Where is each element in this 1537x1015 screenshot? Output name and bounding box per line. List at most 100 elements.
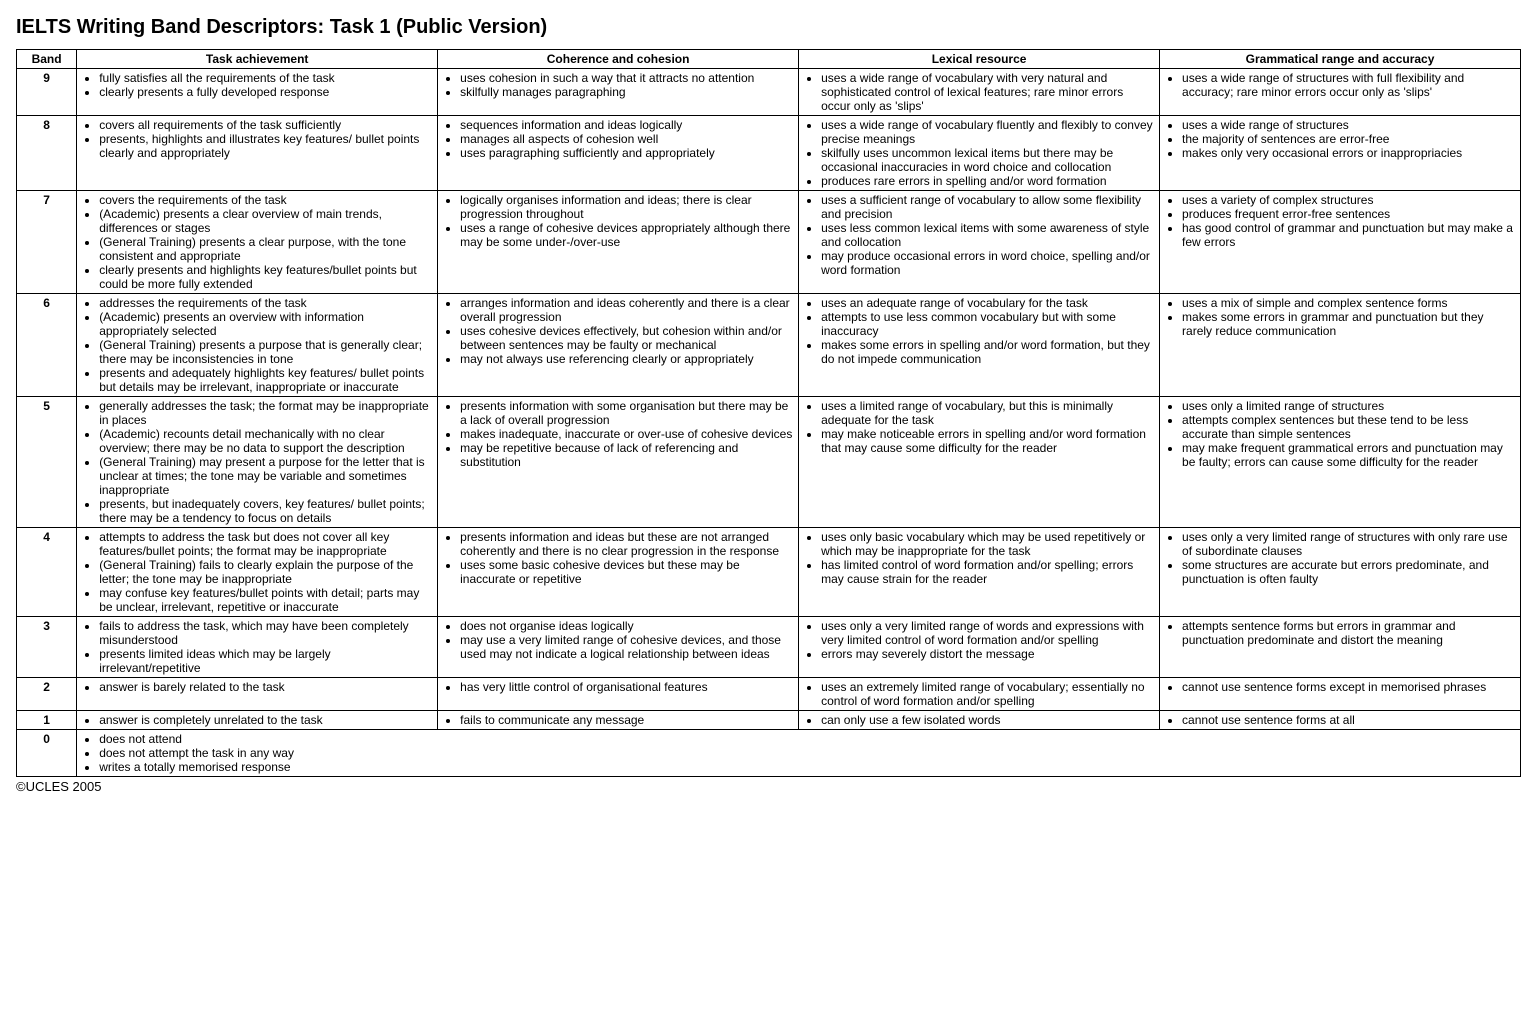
gr-cell: uses a wide range of structuresthe major… bbox=[1160, 116, 1521, 191]
list-item: may not always use referencing clearly o… bbox=[460, 352, 794, 366]
ta-cell: fails to address the task, which may hav… bbox=[77, 617, 438, 678]
cc-cell: has very little control of organisationa… bbox=[438, 678, 799, 711]
list-item: may make frequent grammatical errors and… bbox=[1182, 441, 1516, 469]
list-item: arranges information and ideas coherentl… bbox=[460, 296, 794, 324]
list-item: attempts complex sentences but these ten… bbox=[1182, 413, 1516, 441]
list-item: produces rare errors in spelling and/or … bbox=[821, 174, 1155, 188]
cc-list: sequences information and ideas logicall… bbox=[442, 118, 794, 160]
gr-list: uses only a limited range of structuresa… bbox=[1164, 399, 1516, 469]
list-item: (General Training) may present a purpose… bbox=[99, 455, 433, 497]
list-item: may produce occasional errors in word ch… bbox=[821, 249, 1155, 277]
ta-cell: fully satisfies all the requirements of … bbox=[77, 69, 438, 116]
list-item: attempts to use less common vocabulary b… bbox=[821, 310, 1155, 338]
list-item: generally addresses the task; the format… bbox=[99, 399, 433, 427]
cc-list: fails to communicate any message bbox=[442, 713, 794, 727]
col-band: Band bbox=[17, 50, 77, 69]
list-item: cannot use sentence forms except in memo… bbox=[1182, 680, 1516, 694]
list-item: uses a mix of simple and complex sentenc… bbox=[1182, 296, 1516, 310]
list-item: skilfully manages paragraphing bbox=[460, 85, 794, 99]
list-item: may use a very limited range of cohesive… bbox=[460, 633, 794, 661]
list-item: attempts sentence forms but errors in gr… bbox=[1182, 619, 1516, 647]
list-item: manages all aspects of cohesion well bbox=[460, 132, 794, 146]
ta-cell: does not attenddoes not attempt the task… bbox=[77, 730, 1521, 777]
cc-cell: fails to communicate any message bbox=[438, 711, 799, 730]
lr-cell: uses a wide range of vocabulary with ver… bbox=[799, 69, 1160, 116]
list-item: fails to address the task, which may hav… bbox=[99, 619, 433, 647]
lr-list: uses an extremely limited range of vocab… bbox=[803, 680, 1155, 708]
list-item: may confuse key features/bullet points w… bbox=[99, 586, 433, 614]
lr-list: uses a wide range of vocabulary with ver… bbox=[803, 71, 1155, 113]
list-item: uses some basic cohesive devices but the… bbox=[460, 558, 794, 586]
gr-cell: uses only a limited range of structuresa… bbox=[1160, 397, 1521, 528]
list-item: sequences information and ideas logicall… bbox=[460, 118, 794, 132]
page-title: IELTS Writing Band Descriptors: Task 1 (… bbox=[16, 16, 1521, 39]
table-row: 4attempts to address the task but does n… bbox=[17, 528, 1521, 617]
list-item: does not organise ideas logically bbox=[460, 619, 794, 633]
list-item: uses only a limited range of structures bbox=[1182, 399, 1516, 413]
list-item: makes some errors in grammar and punctua… bbox=[1182, 310, 1516, 338]
cc-cell: does not organise ideas logicallymay use… bbox=[438, 617, 799, 678]
list-item: clearly presents a fully developed respo… bbox=[99, 85, 433, 99]
lr-cell: can only use a few isolated words bbox=[799, 711, 1160, 730]
list-item: has good control of grammar and punctuat… bbox=[1182, 221, 1516, 249]
list-item: logically organises information and idea… bbox=[460, 193, 794, 221]
list-item: uses only a very limited range of words … bbox=[821, 619, 1155, 647]
list-item: does not attend bbox=[99, 732, 1516, 746]
list-item: presents, highlights and illustrates key… bbox=[99, 132, 433, 160]
list-item: uses a wide range of vocabulary with ver… bbox=[821, 71, 1155, 113]
gr-list: uses a variety of complex structuresprod… bbox=[1164, 193, 1516, 249]
band-cell: 4 bbox=[17, 528, 77, 617]
list-item: writes a totally memorised response bbox=[99, 760, 1516, 774]
list-item: uses a range of cohesive devices appropr… bbox=[460, 221, 794, 249]
list-item: does not attempt the task in any way bbox=[99, 746, 1516, 760]
gr-cell: attempts sentence forms but errors in gr… bbox=[1160, 617, 1521, 678]
list-item: (Academic) presents a clear overview of … bbox=[99, 207, 433, 235]
lr-cell: uses a limited range of vocabulary, but … bbox=[799, 397, 1160, 528]
cc-list: arranges information and ideas coherentl… bbox=[442, 296, 794, 366]
gr-list: cannot use sentence forms except in memo… bbox=[1164, 680, 1516, 694]
ta-cell: answer is barely related to the task bbox=[77, 678, 438, 711]
table-row: 7covers the requirements of the task(Aca… bbox=[17, 191, 1521, 294]
list-item: cannot use sentence forms at all bbox=[1182, 713, 1516, 727]
ta-list: answer is completely unrelated to the ta… bbox=[81, 713, 433, 727]
cc-list: logically organises information and idea… bbox=[442, 193, 794, 249]
gr-list: uses a wide range of structures with ful… bbox=[1164, 71, 1516, 99]
cc-cell: logically organises information and idea… bbox=[438, 191, 799, 294]
cc-cell: uses cohesion in such a way that it attr… bbox=[438, 69, 799, 116]
ta-list: addresses the requirements of the task(A… bbox=[81, 296, 433, 394]
list-item: presents information and ideas but these… bbox=[460, 530, 794, 558]
ta-cell: attempts to address the task but does no… bbox=[77, 528, 438, 617]
cc-list: has very little control of organisationa… bbox=[442, 680, 794, 694]
list-item: uses less common lexical items with some… bbox=[821, 221, 1155, 249]
list-item: some structures are accurate but errors … bbox=[1182, 558, 1516, 586]
cc-cell: presents information with some organisat… bbox=[438, 397, 799, 528]
gr-cell: uses a variety of complex structuresprod… bbox=[1160, 191, 1521, 294]
list-item: presents information with some organisat… bbox=[460, 399, 794, 427]
table-row: 1answer is completely unrelated to the t… bbox=[17, 711, 1521, 730]
list-item: presents and adequately highlights key f… bbox=[99, 366, 433, 394]
gr-list: uses a wide range of structuresthe major… bbox=[1164, 118, 1516, 160]
ta-list: does not attenddoes not attempt the task… bbox=[81, 732, 1516, 774]
list-item: presents limited ideas which may be larg… bbox=[99, 647, 433, 675]
gr-list: attempts sentence forms but errors in gr… bbox=[1164, 619, 1516, 647]
list-item: covers the requirements of the task bbox=[99, 193, 433, 207]
list-item: skilfully uses uncommon lexical items bu… bbox=[821, 146, 1155, 174]
col-lr: Lexical resource bbox=[799, 50, 1160, 69]
list-item: may make noticeable errors in spelling a… bbox=[821, 427, 1155, 455]
list-item: uses a wide range of structures with ful… bbox=[1182, 71, 1516, 99]
list-item: clearly presents and highlights key feat… bbox=[99, 263, 433, 291]
list-item: uses a sufficient range of vocabulary to… bbox=[821, 193, 1155, 221]
list-item: produces frequent error-free sentences bbox=[1182, 207, 1516, 221]
list-item: the majority of sentences are error-free bbox=[1182, 132, 1516, 146]
descriptors-table: Band Task achievement Coherence and cohe… bbox=[16, 49, 1521, 777]
list-item: uses a variety of complex structures bbox=[1182, 193, 1516, 207]
table-row: 2answer is barely related to the taskhas… bbox=[17, 678, 1521, 711]
col-cc: Coherence and cohesion bbox=[438, 50, 799, 69]
table-row: 9fully satisfies all the requirements of… bbox=[17, 69, 1521, 116]
ta-cell: covers all requirements of the task suff… bbox=[77, 116, 438, 191]
list-item: can only use a few isolated words bbox=[821, 713, 1155, 727]
lr-cell: uses only a very limited range of words … bbox=[799, 617, 1160, 678]
table-row: 8covers all requirements of the task suf… bbox=[17, 116, 1521, 191]
cc-list: does not organise ideas logicallymay use… bbox=[442, 619, 794, 661]
table-row: 5generally addresses the task; the forma… bbox=[17, 397, 1521, 528]
